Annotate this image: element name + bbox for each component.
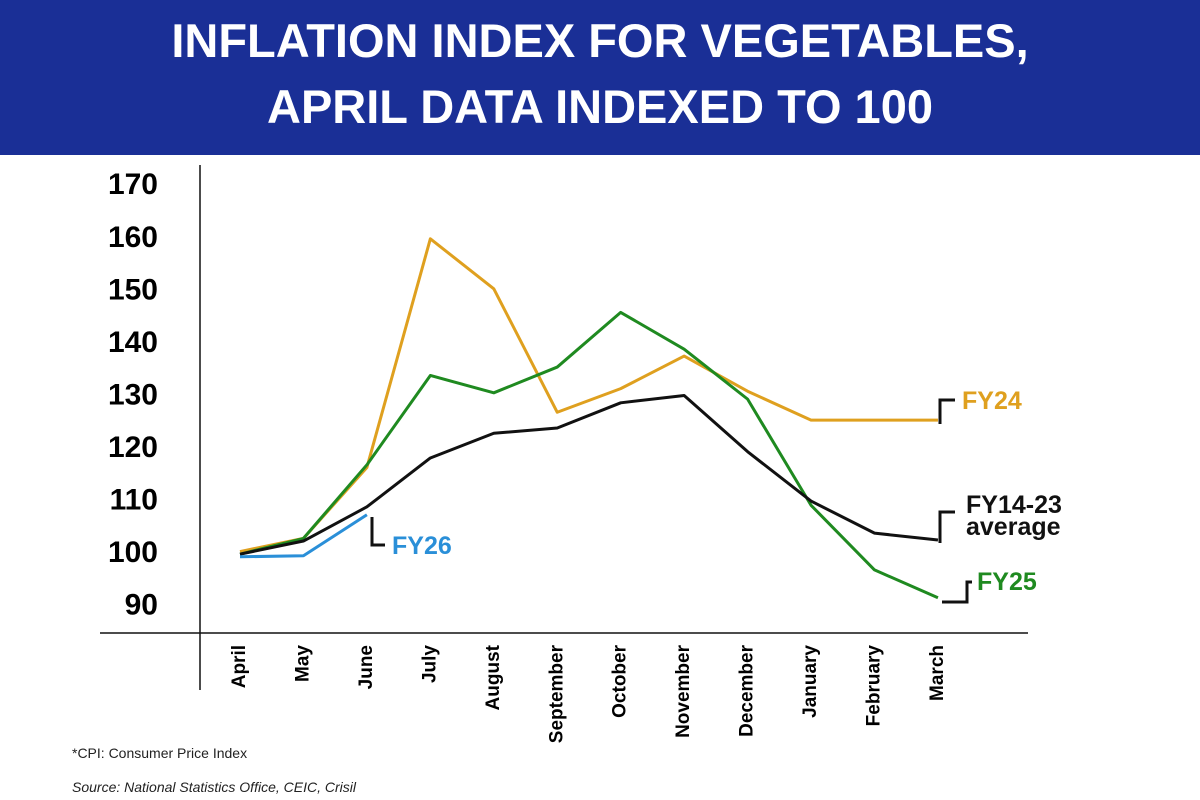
x-tick-label: September [546, 644, 567, 743]
x-tick-label: November [673, 644, 694, 738]
connector [370, 517, 385, 547]
y-tick-label: 160 [108, 221, 158, 254]
y-tick-label: 90 [125, 589, 158, 622]
series-line [239, 393, 939, 556]
x-tick-label: December [737, 644, 758, 736]
y-tick-label: 110 [110, 484, 158, 517]
series-label: FY26 [392, 532, 452, 560]
x-tick-label: October [610, 644, 631, 717]
footnote: *CPI: Consumer Price Index [72, 745, 248, 761]
x-tick-label: June [356, 645, 377, 689]
y-tick-label: 100 [108, 536, 158, 569]
connector [938, 510, 955, 543]
x-tick-label: August [483, 644, 504, 710]
y-tick-label: 130 [108, 378, 158, 411]
connector [938, 398, 955, 424]
series-label: FY24 [962, 387, 1022, 415]
x-tick-label: February [864, 645, 885, 727]
y-tick-label: 120 [108, 431, 158, 464]
x-tick-label: July [419, 645, 440, 683]
series-line [239, 237, 938, 554]
series-line [239, 310, 939, 600]
series-line [239, 513, 368, 559]
source: Source: National Statistics Office, CEIC… [72, 779, 356, 795]
series-label: FY25 [977, 568, 1037, 596]
title-banner: INFLATION INDEX FOR VEGETABLES, APRIL DA… [0, 0, 1200, 155]
x-tick-label: January [800, 645, 821, 718]
connector [942, 580, 972, 604]
series-label: FY14-23 average [966, 491, 1062, 541]
x-tick-label: April [229, 645, 250, 688]
y-tick-label: 150 [108, 273, 158, 306]
chart-title: INFLATION INDEX FOR VEGETABLES, APRIL DA… [171, 14, 1029, 133]
x-tick-label: March [927, 645, 948, 701]
x-tick-label: May [292, 645, 313, 682]
y-tick-label: 140 [108, 326, 158, 359]
y-tick-label: 170 [108, 168, 158, 201]
